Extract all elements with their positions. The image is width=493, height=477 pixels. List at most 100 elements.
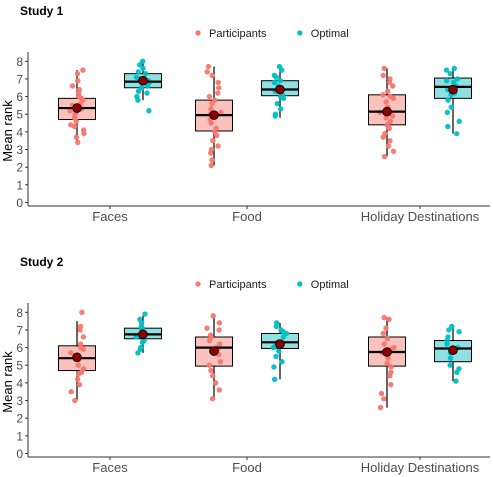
data-point	[209, 72, 215, 79]
data-point	[380, 72, 386, 79]
data-point	[75, 139, 81, 146]
data-point	[80, 334, 87, 340]
legend-key-optimal	[297, 281, 303, 287]
data-point	[80, 346, 87, 353]
data-point	[277, 78, 283, 84]
legend-label-optimal: Optimal	[311, 279, 349, 291]
box-participants-3	[368, 314, 406, 411]
data-point	[216, 85, 222, 91]
y-tick-label: 4	[16, 125, 23, 139]
y-tick-label: 3	[16, 143, 23, 157]
data-point	[208, 106, 214, 112]
box-optimal-2	[261, 320, 299, 383]
data-point	[446, 327, 452, 333]
data-point	[381, 396, 387, 402]
data-point	[387, 138, 393, 144]
x-tick-label: Holiday Destinations	[361, 209, 480, 224]
data-point	[389, 113, 396, 119]
legend-label-participants: Participants	[209, 279, 267, 291]
legend-key-participants	[195, 281, 201, 287]
data-point	[135, 97, 141, 103]
y-tick-label: 1	[16, 178, 23, 192]
box-optimal-2	[261, 63, 299, 119]
data-point	[212, 129, 218, 135]
box-optimal-3	[434, 323, 472, 384]
mean-marker	[382, 347, 392, 357]
y-tick-label: 5	[16, 359, 23, 373]
data-point	[142, 70, 149, 77]
data-point	[217, 359, 224, 365]
data-point	[380, 92, 386, 98]
legend-key-optimal	[297, 30, 303, 36]
y-tick-label: 1	[16, 429, 23, 443]
y-tick-label: 4	[16, 376, 23, 390]
x-tick-label: Faces	[92, 460, 128, 475]
data-point	[384, 88, 391, 94]
data-point	[454, 76, 461, 82]
data-point	[77, 327, 83, 333]
mean-marker	[382, 106, 392, 117]
y-tick-label: 7	[16, 72, 23, 86]
legend: Participants Optimal	[195, 28, 349, 40]
data-point	[76, 381, 83, 388]
data-point	[144, 90, 150, 96]
data-point	[68, 350, 74, 356]
data-point	[141, 337, 147, 344]
data-point	[447, 355, 454, 361]
y-axis-label: Mean rank	[0, 100, 15, 162]
y-tick-label: 2	[16, 161, 23, 175]
box-participants-3	[368, 65, 406, 160]
data-point	[72, 397, 78, 404]
mean-marker	[72, 103, 82, 113]
data-point	[380, 134, 386, 140]
y-tick-label: 8	[16, 55, 23, 69]
data-point	[454, 130, 460, 137]
data-point	[206, 93, 213, 100]
data-point	[383, 115, 389, 121]
data-point	[447, 70, 453, 77]
data-point	[280, 329, 286, 335]
data-point	[67, 108, 73, 114]
data-point	[68, 389, 74, 395]
data-point	[139, 325, 145, 331]
y-axis-label: Mean rank	[0, 351, 15, 413]
data-point	[276, 63, 283, 70]
legend: Participants Optimal	[195, 279, 349, 291]
data-point	[377, 404, 384, 411]
data-point	[71, 123, 78, 130]
box-optimal-1	[124, 58, 162, 114]
y-tick-label: 8	[16, 306, 23, 320]
data-point	[216, 387, 223, 393]
data-point	[271, 72, 278, 79]
data-point	[74, 70, 81, 77]
data-point	[279, 359, 285, 365]
data-point	[444, 78, 450, 84]
data-point	[73, 118, 79, 124]
data-point	[385, 355, 391, 361]
mean-marker	[209, 110, 219, 120]
data-point	[137, 346, 143, 353]
data-point	[216, 327, 222, 333]
data-point	[383, 99, 389, 105]
data-point	[142, 311, 148, 317]
data-point	[387, 76, 393, 82]
data-point	[138, 320, 145, 326]
data-point	[384, 336, 391, 342]
data-point	[388, 369, 394, 375]
data-point	[217, 341, 223, 347]
data-point	[384, 360, 390, 367]
y-tick-label: 0	[16, 196, 23, 210]
legend-key-participants	[195, 30, 201, 36]
data-point	[75, 78, 81, 84]
data-point	[216, 320, 223, 326]
data-point	[272, 111, 279, 117]
chart-title: Study 2	[20, 255, 64, 269]
data-point	[456, 366, 462, 372]
data-point	[386, 316, 392, 323]
box-participants-2	[195, 63, 233, 169]
data-point	[205, 63, 212, 70]
data-point	[381, 341, 387, 347]
data-point	[381, 65, 387, 72]
data-point	[215, 90, 221, 96]
